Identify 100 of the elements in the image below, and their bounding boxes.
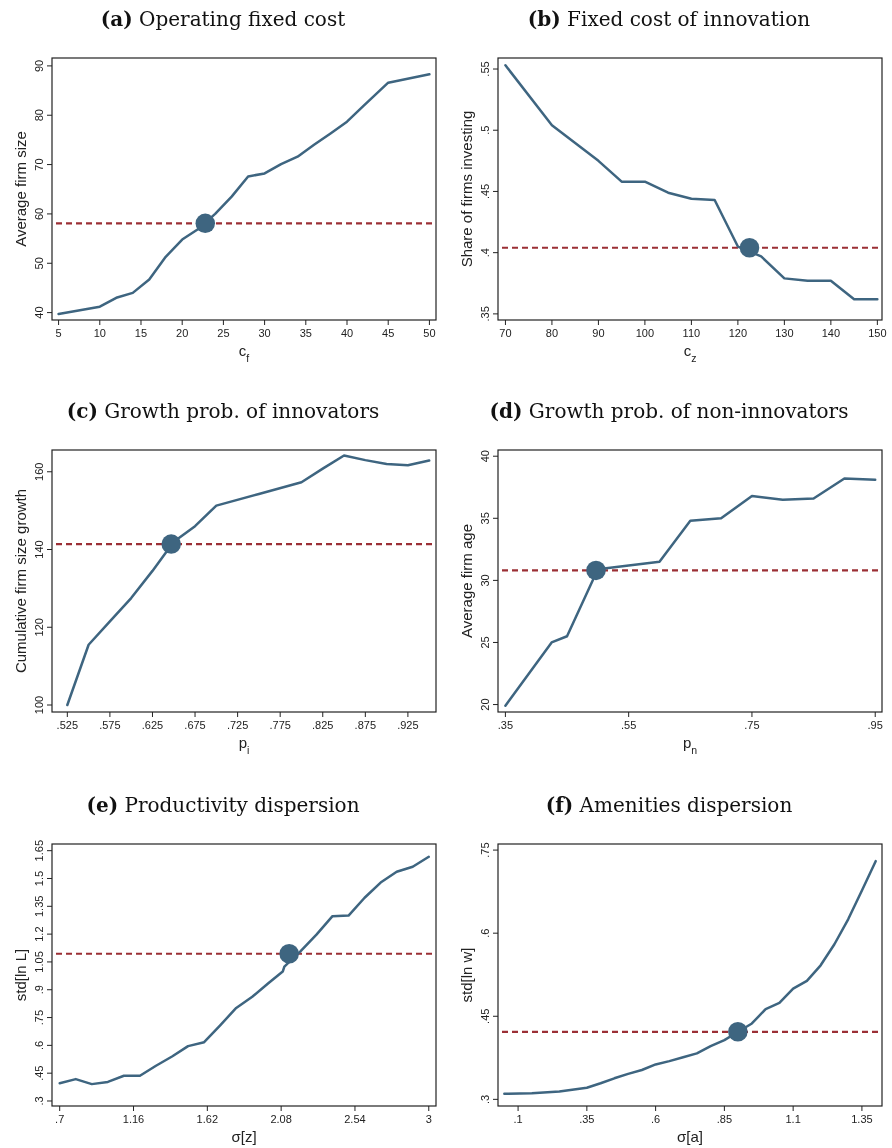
x-tick-label: 15 (134, 327, 148, 339)
x-tick-label: .825 (312, 719, 334, 731)
x-tick-label: .75 (744, 719, 760, 731)
x-tick-label: 90 (592, 327, 605, 339)
y-tick-label: .45 (479, 183, 491, 200)
x-axis-title: p$_{n}$ (682, 734, 698, 756)
y-tick-label: 25 (479, 636, 491, 649)
y-tick-label: .45 (479, 1008, 491, 1024)
y-axis-title: std[ln L] (12, 948, 29, 1002)
x-tick-label: .95 (867, 719, 883, 731)
x-tick-label: .875 (354, 719, 377, 731)
x-tick-label: 1.1 (785, 1113, 801, 1125)
y-tick-label: .3 (479, 1094, 491, 1104)
x-tick-label: 2.54 (344, 1113, 366, 1125)
y-tick-label: .5 (479, 125, 491, 135)
y-tick-label: 60 (33, 207, 45, 221)
y-tick-label: 90 (33, 59, 45, 73)
x-tick-label: 30 (258, 327, 271, 339)
y-tick-label: 1.2 (33, 926, 45, 942)
line-series (57, 73, 431, 316)
y-axis-title: std[ln w] (458, 947, 475, 1003)
x-tick-label: .675 (184, 719, 206, 731)
x-tick-label: 20 (176, 327, 189, 339)
y-tick-label: 20 (479, 698, 491, 711)
x-tick-label: 35 (299, 327, 312, 339)
chart-title: (c) Growth prob. of innovators (66, 399, 380, 423)
x-tick-label: 45 (382, 327, 395, 339)
x-tick-label: .625 (141, 719, 164, 731)
x-axis-title: c$_{z}$ (683, 342, 697, 364)
x-tick-label: 110 (682, 327, 701, 339)
line-series (504, 64, 879, 301)
y-tick-label: 40 (479, 450, 491, 463)
y-tick-label: 1.05 (33, 951, 45, 973)
x-tick-label: 10 (93, 327, 106, 339)
x-tick-label: .775 (269, 719, 291, 731)
x-tick-label: .925 (397, 719, 419, 731)
y-tick-label: 1.65 (33, 839, 45, 862)
y-tick-label: 160 (33, 462, 45, 481)
y-tick-label: .3 (33, 1096, 45, 1106)
x-tick-label: .6 (651, 1113, 661, 1125)
y-axis-title: Average firm size (12, 131, 29, 247)
y-tick-label: 50 (33, 257, 45, 270)
line-series (504, 477, 877, 708)
x-axis-title: σ[z] (231, 1128, 257, 1145)
x-tick-label: 1.35 (851, 1113, 873, 1125)
x-tick-label: 50 (423, 327, 436, 339)
y-tick-label: .9 (33, 985, 45, 995)
x-tick-label: 120 (728, 327, 748, 339)
x-tick-label: 25 (217, 327, 230, 339)
x-axis-title: σ[a] (677, 1128, 703, 1145)
y-tick-label: 1.35 (33, 895, 45, 918)
y-tick-label: 120 (33, 618, 45, 637)
x-tick-label: .7 (55, 1113, 65, 1125)
y-tick-label: .55 (479, 61, 491, 77)
x-axis-title: c$_{f}$ (238, 342, 250, 364)
x-tick-label: 1.62 (196, 1113, 219, 1125)
x-tick-label: .725 (226, 719, 249, 731)
y-tick-label: .4 (479, 248, 491, 258)
x-tick-label: 80 (545, 327, 559, 339)
y-tick-label: 40 (33, 306, 45, 319)
y-tick-label: 80 (33, 109, 45, 122)
chart-title: (d) Growth prob. of non-innovators (489, 399, 849, 423)
y-tick-label: .45 (33, 1065, 45, 1081)
x-tick-label: .525 (56, 719, 79, 731)
y-tick-label: 30 (479, 574, 491, 587)
x-tick-label: .575 (99, 719, 121, 731)
y-tick-label: .6 (479, 928, 491, 938)
line-series (66, 454, 431, 707)
y-axis-title: Share of firms investing (458, 110, 475, 268)
x-tick-label: .35 (497, 719, 514, 731)
y-tick-label: .35 (479, 306, 491, 322)
chart-title: (e) Productivity dispersion (86, 793, 360, 817)
chart-title: (b) Fixed cost of innovation (527, 7, 811, 31)
x-tick-label: .55 (621, 719, 637, 731)
x-tick-label: .85 (716, 1113, 733, 1125)
x-tick-label: 130 (775, 327, 794, 339)
chart-title: (a) Operating fixed cost (100, 7, 346, 31)
x-axis-title: p$_{i}$ (238, 734, 250, 756)
x-tick-label: 1.16 (122, 1113, 145, 1125)
y-tick-label: .75 (479, 842, 491, 858)
y-tick-label: 70 (33, 158, 45, 171)
x-tick-label: 2.08 (270, 1113, 292, 1125)
chart-title: (f) Amenities dispersion (545, 793, 793, 817)
x-tick-label: 40 (340, 327, 354, 339)
y-tick-label: 140 (33, 540, 45, 559)
line-series (58, 855, 431, 1086)
y-tick-label: 1.5 (33, 870, 45, 887)
y-tick-label: .75 (33, 1009, 45, 1026)
x-tick-label: .1 (513, 1113, 523, 1125)
y-tick-label: .6 (33, 1040, 45, 1050)
y-axis-title: Cumulative firm size growth (12, 488, 29, 674)
x-tick-label: 3 (425, 1113, 432, 1125)
y-axis-title: Average firm age (458, 524, 475, 638)
y-tick-label: 35 (479, 512, 491, 525)
x-tick-label: 150 (868, 327, 887, 339)
x-tick-label: 5 (55, 327, 62, 339)
x-tick-label: .35 (579, 1113, 595, 1125)
x-tick-label: 140 (821, 327, 841, 339)
line-series (503, 859, 877, 1096)
y-tick-label: 100 (33, 695, 45, 715)
